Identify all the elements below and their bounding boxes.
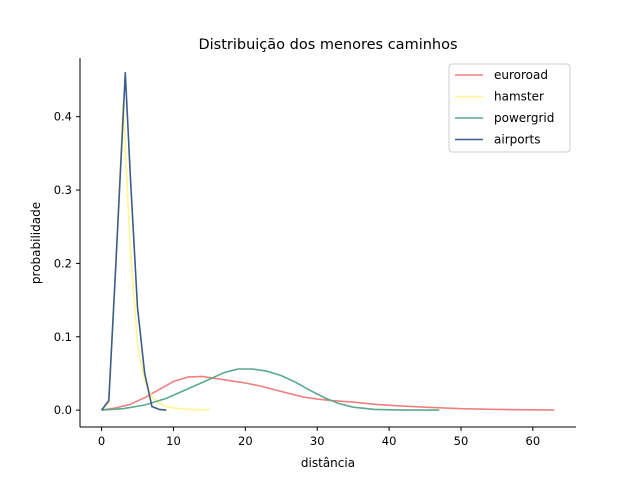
y-tick-label: 0.3 [54,183,72,197]
y-tick-label: 0.4 [54,110,72,124]
series-line-powergrid [101,368,440,411]
y-tick-label: 0.0 [54,403,72,417]
x-tick-label: 10 [166,434,181,448]
series-layer [100,71,555,411]
x-tick-label: 0 [98,434,105,448]
x-tick-label: 20 [238,434,253,448]
x-tick-label: 30 [310,434,325,448]
chart-title: Distribuição dos menores caminhos [198,37,457,53]
legend-box [448,63,571,153]
series-line-airports [100,71,167,411]
legend-label-powergrid: powergrid [494,111,554,125]
x-tick-label: 40 [382,434,397,448]
legend: euroroad hamster powergrid airports [448,63,571,153]
y-axis-label: probabilidade [29,202,43,284]
x-ticks: 0 10 20 30 40 50 60 [98,427,540,448]
legend-label-euroroad: euroroad [494,68,548,82]
x-axis-label: distância [301,456,355,470]
legend-label-airports: airports [494,133,540,147]
series-line-euroroad [101,375,555,411]
legend-label-hamster: hamster [494,90,544,104]
x-tick-label: 50 [454,434,469,448]
x-tick-label: 60 [526,434,541,448]
y-tick-label: 0.1 [54,330,72,344]
axes-layer [79,58,576,428]
y-tick-label: 0.2 [54,256,72,270]
y-ticks: 0.0 0.1 0.2 0.3 0.4 [54,110,80,417]
